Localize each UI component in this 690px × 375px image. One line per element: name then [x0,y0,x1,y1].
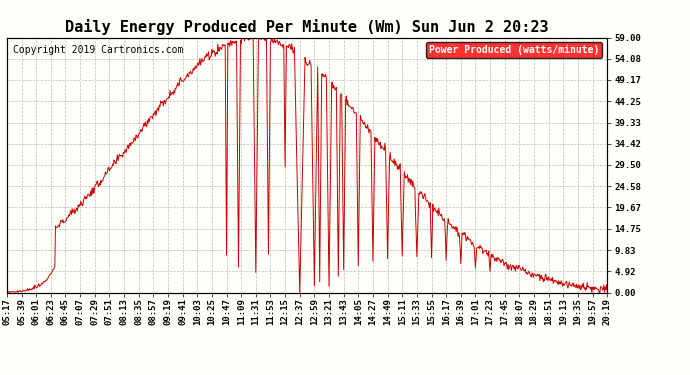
Title: Daily Energy Produced Per Minute (Wm) Sun Jun 2 20:23: Daily Energy Produced Per Minute (Wm) Su… [66,19,549,35]
Legend: Power Produced (watts/minute): Power Produced (watts/minute) [426,42,602,58]
Text: Copyright 2019 Cartronics.com: Copyright 2019 Cartronics.com [13,45,184,55]
